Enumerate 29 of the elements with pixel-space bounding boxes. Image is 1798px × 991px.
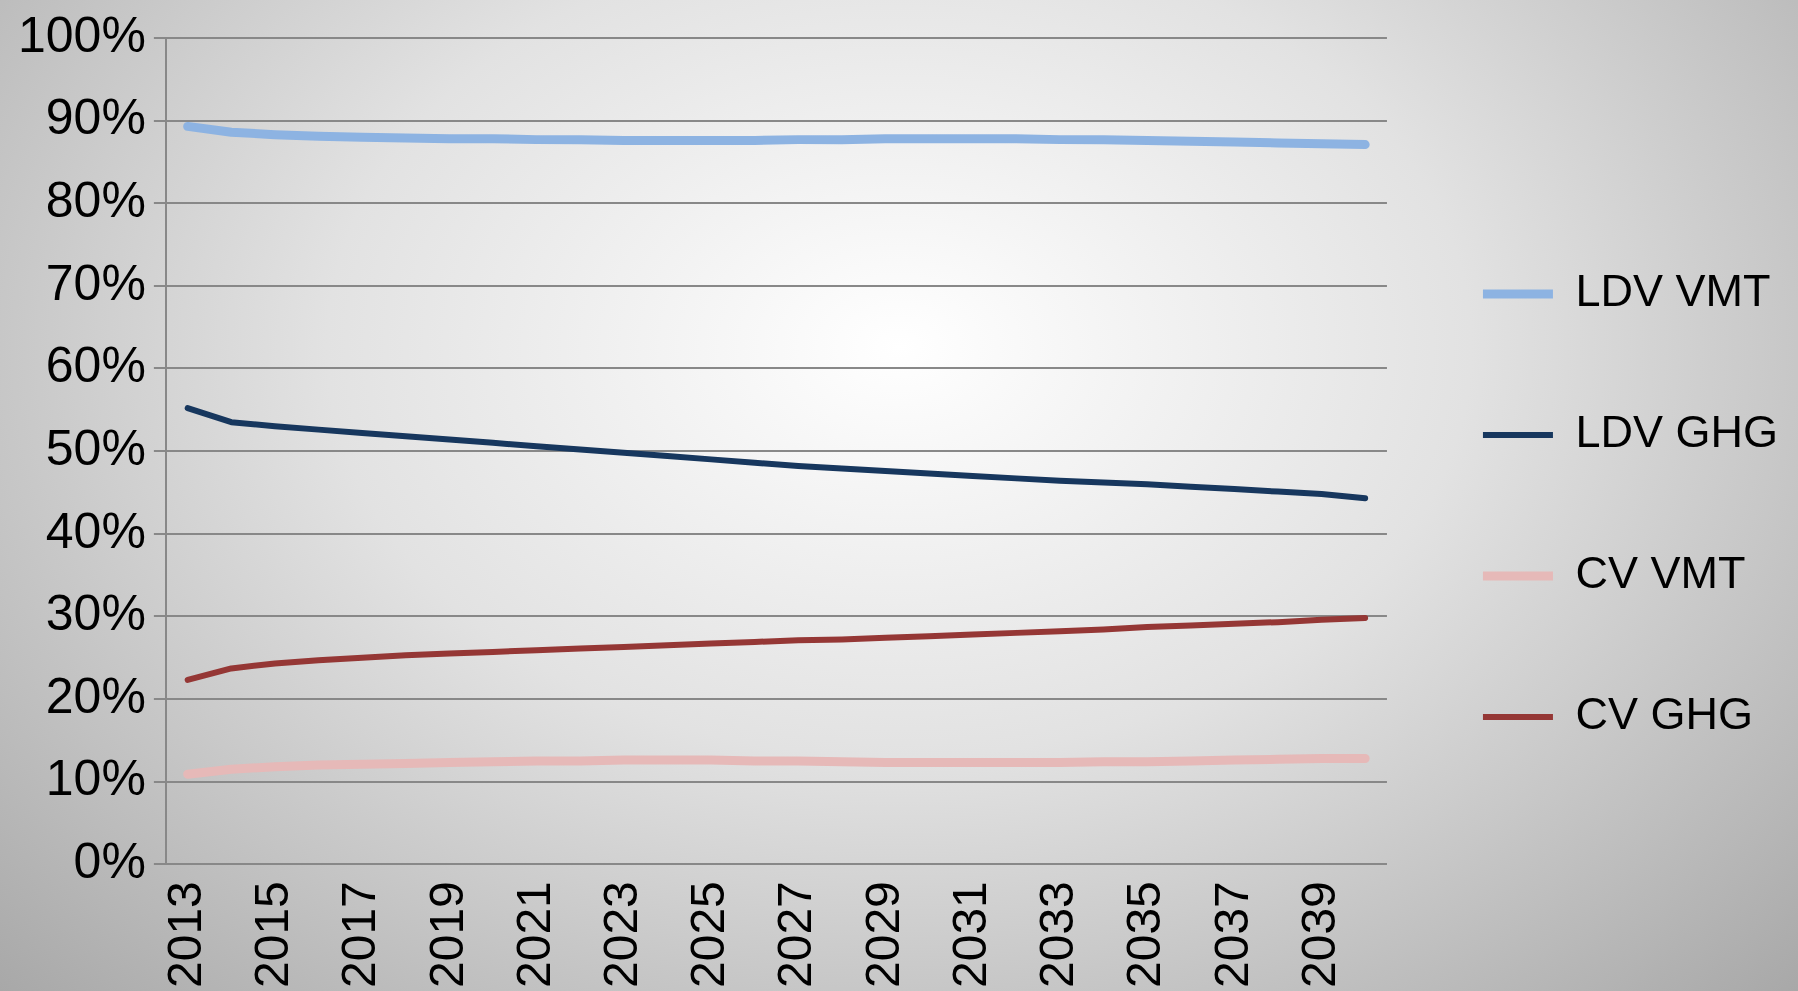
legend-label: LDV VMT [1575, 265, 1771, 317]
y-tick-label: 50% [45, 419, 146, 476]
y-tick-label: 10% [45, 750, 146, 807]
legend-label: CV GHG [1575, 688, 1753, 740]
x-tick-label: 2031 [942, 881, 996, 988]
x-tick-label: 2039 [1291, 881, 1345, 988]
y-tick-label: 60% [45, 337, 146, 394]
x-tick-label: 2037 [1204, 881, 1258, 988]
x-tick-label: 2027 [768, 881, 822, 988]
x-tick-label: 2023 [594, 881, 648, 988]
x-tick-label: 2015 [245, 881, 299, 988]
x-tick-label: 2029 [855, 881, 909, 988]
y-tick-label: 20% [45, 667, 146, 724]
y-tick-label: 0% [73, 833, 146, 889]
y-tick-label: 90% [45, 89, 146, 146]
y-tick-label: 80% [45, 172, 146, 229]
x-tick-label: 2019 [419, 881, 473, 988]
x-tick-label: 2035 [1117, 881, 1171, 988]
x-tick-label: 2017 [332, 881, 386, 988]
x-tick-label: 2021 [506, 881, 560, 988]
y-tick-label: 30% [45, 585, 146, 642]
legend-label: CV VMT [1575, 547, 1746, 599]
y-tick-label: 40% [45, 502, 146, 559]
x-tick-label: 2033 [1030, 881, 1084, 988]
legend-label: LDV GHG [1575, 406, 1778, 458]
y-tick-label: 70% [45, 254, 146, 311]
y-tick-label: 100% [17, 6, 146, 63]
x-tick-label: 2025 [681, 881, 735, 988]
x-tick-label: 2013 [157, 881, 211, 988]
